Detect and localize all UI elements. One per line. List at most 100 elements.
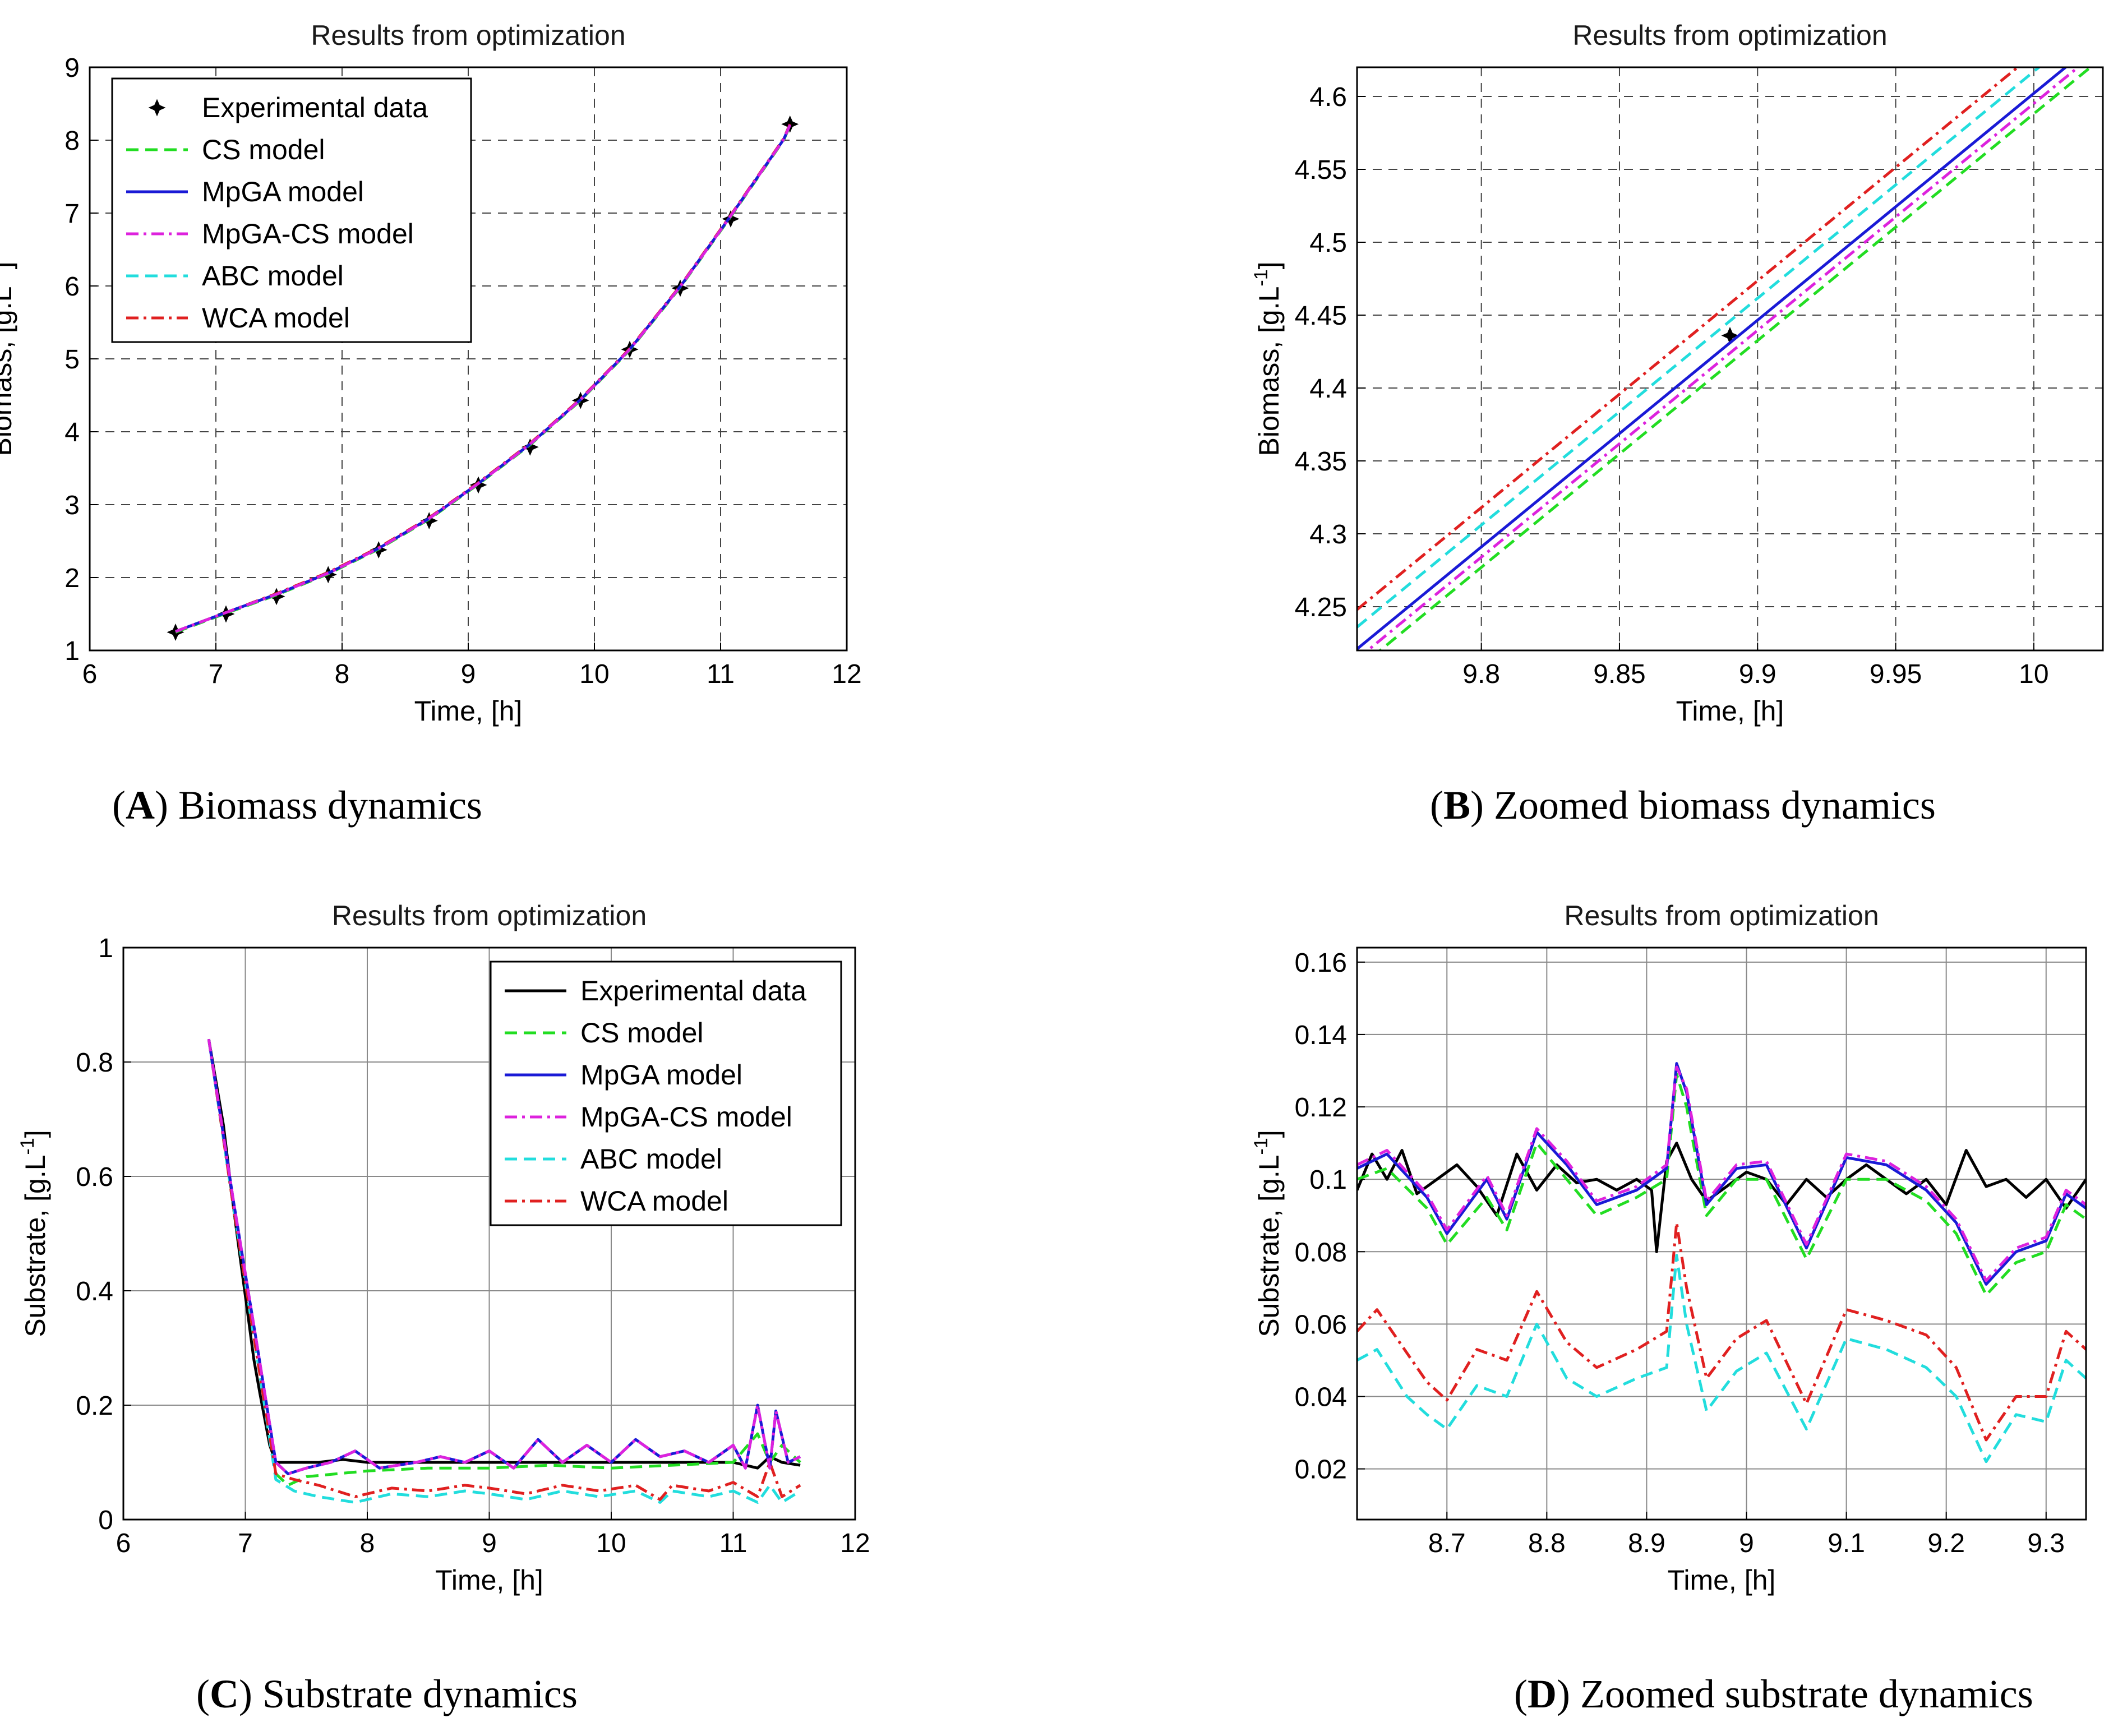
legend-label-abc-model: ABC model bbox=[580, 1143, 722, 1175]
x-tick-label: 8 bbox=[360, 1529, 375, 1558]
axes-frame bbox=[1356, 947, 2087, 1521]
plot-area bbox=[1357, 67, 2103, 650]
legend-label-mpga-model: MpGA model bbox=[580, 1059, 742, 1091]
x-tick-label: 6 bbox=[116, 1529, 131, 1558]
x-tick-label: 9.95 bbox=[1870, 659, 1922, 689]
y-tick-label: 4 bbox=[64, 418, 80, 447]
legend-label-cs-model: CS model bbox=[580, 1017, 704, 1049]
y-tick-label: 4.5 bbox=[1309, 228, 1347, 258]
x-tick-label: 7 bbox=[209, 659, 224, 689]
panel-caption: (C) Substrate dynamics bbox=[196, 1672, 578, 1716]
y-tick-label: 0.8 bbox=[76, 1048, 113, 1078]
series-line-wca-model bbox=[1357, 67, 2020, 611]
axes-frame bbox=[1356, 66, 2104, 652]
legend-swatch-experimental-data bbox=[148, 99, 166, 117]
series-line-mpga-cs-model bbox=[175, 124, 792, 633]
series-line-abc-model bbox=[207, 1038, 801, 1504]
series-line-cs-model bbox=[1357, 1073, 2086, 1297]
x-tick-label: 12 bbox=[832, 659, 861, 689]
y-tick-label: 7 bbox=[64, 199, 80, 229]
legend-label-wca-model: WCA model bbox=[202, 302, 350, 334]
y-tick-label: 8 bbox=[64, 126, 80, 156]
y-axis-label: Biomass, [g.L-1] bbox=[1251, 261, 1285, 456]
chart-title: Results from optimization bbox=[311, 20, 625, 51]
y-tick-label: 1 bbox=[64, 636, 80, 666]
x-axis-label: Time, [h] bbox=[414, 695, 523, 727]
y-tick-label: 4.25 bbox=[1295, 593, 1347, 622]
legend: Experimental data CS model MpGA model MpGA-… bbox=[111, 77, 472, 343]
legend-label-mpga-model: MpGA model bbox=[202, 176, 364, 207]
y-axis-label: Substrate, [g.L-1] bbox=[17, 1130, 51, 1337]
x-axis-label: Time, [h] bbox=[435, 1564, 543, 1596]
series-line-wca-model bbox=[207, 1038, 801, 1501]
x-tick-label: 9 bbox=[1739, 1529, 1754, 1558]
legend: Experimental data CS model MpGA model MpGA-… bbox=[490, 961, 842, 1226]
x-tick-label: 8.7 bbox=[1428, 1529, 1466, 1558]
y-tick-label: 5 bbox=[64, 345, 80, 375]
legend-label-mpga-cs-model: MpGA-CS model bbox=[580, 1101, 792, 1133]
panel-C: 6 7 8 9 10 11 12 0 0.2 0.4 0.6 0.8 1 Results from opt… bbox=[17, 900, 870, 1716]
chart-title: Results from optimization bbox=[332, 900, 647, 931]
legend-label-experimental-data: Experimental data bbox=[580, 975, 806, 1006]
y-tick-label: 3 bbox=[64, 491, 80, 520]
series-line-abc-model bbox=[1357, 67, 2041, 629]
x-tick-label: 9.9 bbox=[1739, 659, 1776, 689]
x-tick-label: 12 bbox=[840, 1529, 870, 1558]
y-tick-label: 0.04 bbox=[1295, 1383, 1347, 1412]
series-line-mpga-cs-model bbox=[207, 1038, 801, 1475]
y-tick-label: 6 bbox=[64, 272, 80, 302]
x-tick-label: 6 bbox=[82, 659, 98, 689]
y-tick-label: 4.55 bbox=[1295, 155, 1347, 185]
x-tick-label: 8 bbox=[335, 659, 350, 689]
plot-area bbox=[1357, 948, 2086, 1520]
panel-B: 9.8 9.85 9.9 9.95 10 4.25 4.3 4.35 4.4 4.45 4.5 4.5… bbox=[1251, 20, 2104, 828]
series-line-mpga-model bbox=[1357, 1062, 2086, 1286]
x-tick-label: 9.1 bbox=[1828, 1529, 1865, 1558]
x-tick-label: 9.3 bbox=[2027, 1529, 2065, 1558]
x-tick-label: 7 bbox=[238, 1529, 253, 1558]
y-tick-label: 0.4 bbox=[76, 1277, 113, 1306]
y-tick-label: 0.2 bbox=[76, 1391, 113, 1421]
x-tick-label: 9 bbox=[461, 659, 476, 689]
y-tick-label: 4.45 bbox=[1295, 301, 1347, 331]
y-tick-label: 0.1 bbox=[1309, 1165, 1347, 1195]
panel-D: 8.7 8.8 8.9 9 9.1 9.2 9.3 0.02 0.04 0.06 0.08 0.1 0.… bbox=[1251, 900, 2087, 1716]
x-tick-label: 8.8 bbox=[1528, 1529, 1566, 1558]
y-axis-label: Substrate, [g.L-1] bbox=[1251, 1130, 1285, 1337]
series-line-experimental-data bbox=[207, 1038, 801, 1470]
series-group bbox=[1357, 67, 2093, 650]
legend-label-cs-model: CS model bbox=[202, 134, 325, 165]
y-tick-label: 2 bbox=[64, 564, 80, 593]
panel-caption: (D) Zoomed substrate dynamics bbox=[1514, 1672, 2033, 1716]
axes-frame bbox=[122, 947, 856, 1521]
legend-label-mpga-cs-model: MpGA-CS model bbox=[202, 218, 414, 250]
x-tick-label: 10 bbox=[596, 1529, 626, 1558]
chart-title: Results from optimization bbox=[1572, 20, 1887, 51]
panel-caption: (A) Biomass dynamics bbox=[112, 783, 482, 828]
y-axis-label: Biomass, [g.L-1] bbox=[0, 261, 17, 456]
series-line-cs-model bbox=[1378, 67, 2093, 650]
series-line-wca-model bbox=[1357, 1221, 2086, 1442]
series-group bbox=[207, 1038, 801, 1504]
panel-caption: (B) Zoomed biomass dynamics bbox=[1430, 783, 1936, 828]
series-group bbox=[167, 115, 799, 641]
legend-box bbox=[111, 77, 472, 343]
y-tick-label: 0.6 bbox=[76, 1162, 113, 1192]
x-tick-label: 11 bbox=[719, 1529, 747, 1558]
y-tick-label: 0.12 bbox=[1295, 1093, 1347, 1123]
y-tick-label: 4.3 bbox=[1309, 520, 1347, 550]
legend-label-abc-model: ABC model bbox=[202, 260, 344, 292]
series-group bbox=[1357, 1062, 2086, 1463]
y-tick-label: 0.14 bbox=[1295, 1021, 1347, 1050]
y-tick-label: 0.06 bbox=[1295, 1310, 1347, 1340]
x-tick-label: 9.85 bbox=[1593, 659, 1645, 689]
y-tick-label: 0.02 bbox=[1295, 1455, 1347, 1485]
y-tick-label: 0.08 bbox=[1295, 1238, 1347, 1267]
chart-title: Results from optimization bbox=[1564, 900, 1879, 931]
series-line-mpga-cs-model bbox=[1365, 67, 2080, 650]
series-line-mpga-cs-model bbox=[1357, 1065, 2086, 1282]
y-tick-label: 9 bbox=[64, 53, 80, 83]
x-tick-label: 11 bbox=[707, 659, 735, 689]
y-tick-label: 1 bbox=[98, 934, 113, 963]
